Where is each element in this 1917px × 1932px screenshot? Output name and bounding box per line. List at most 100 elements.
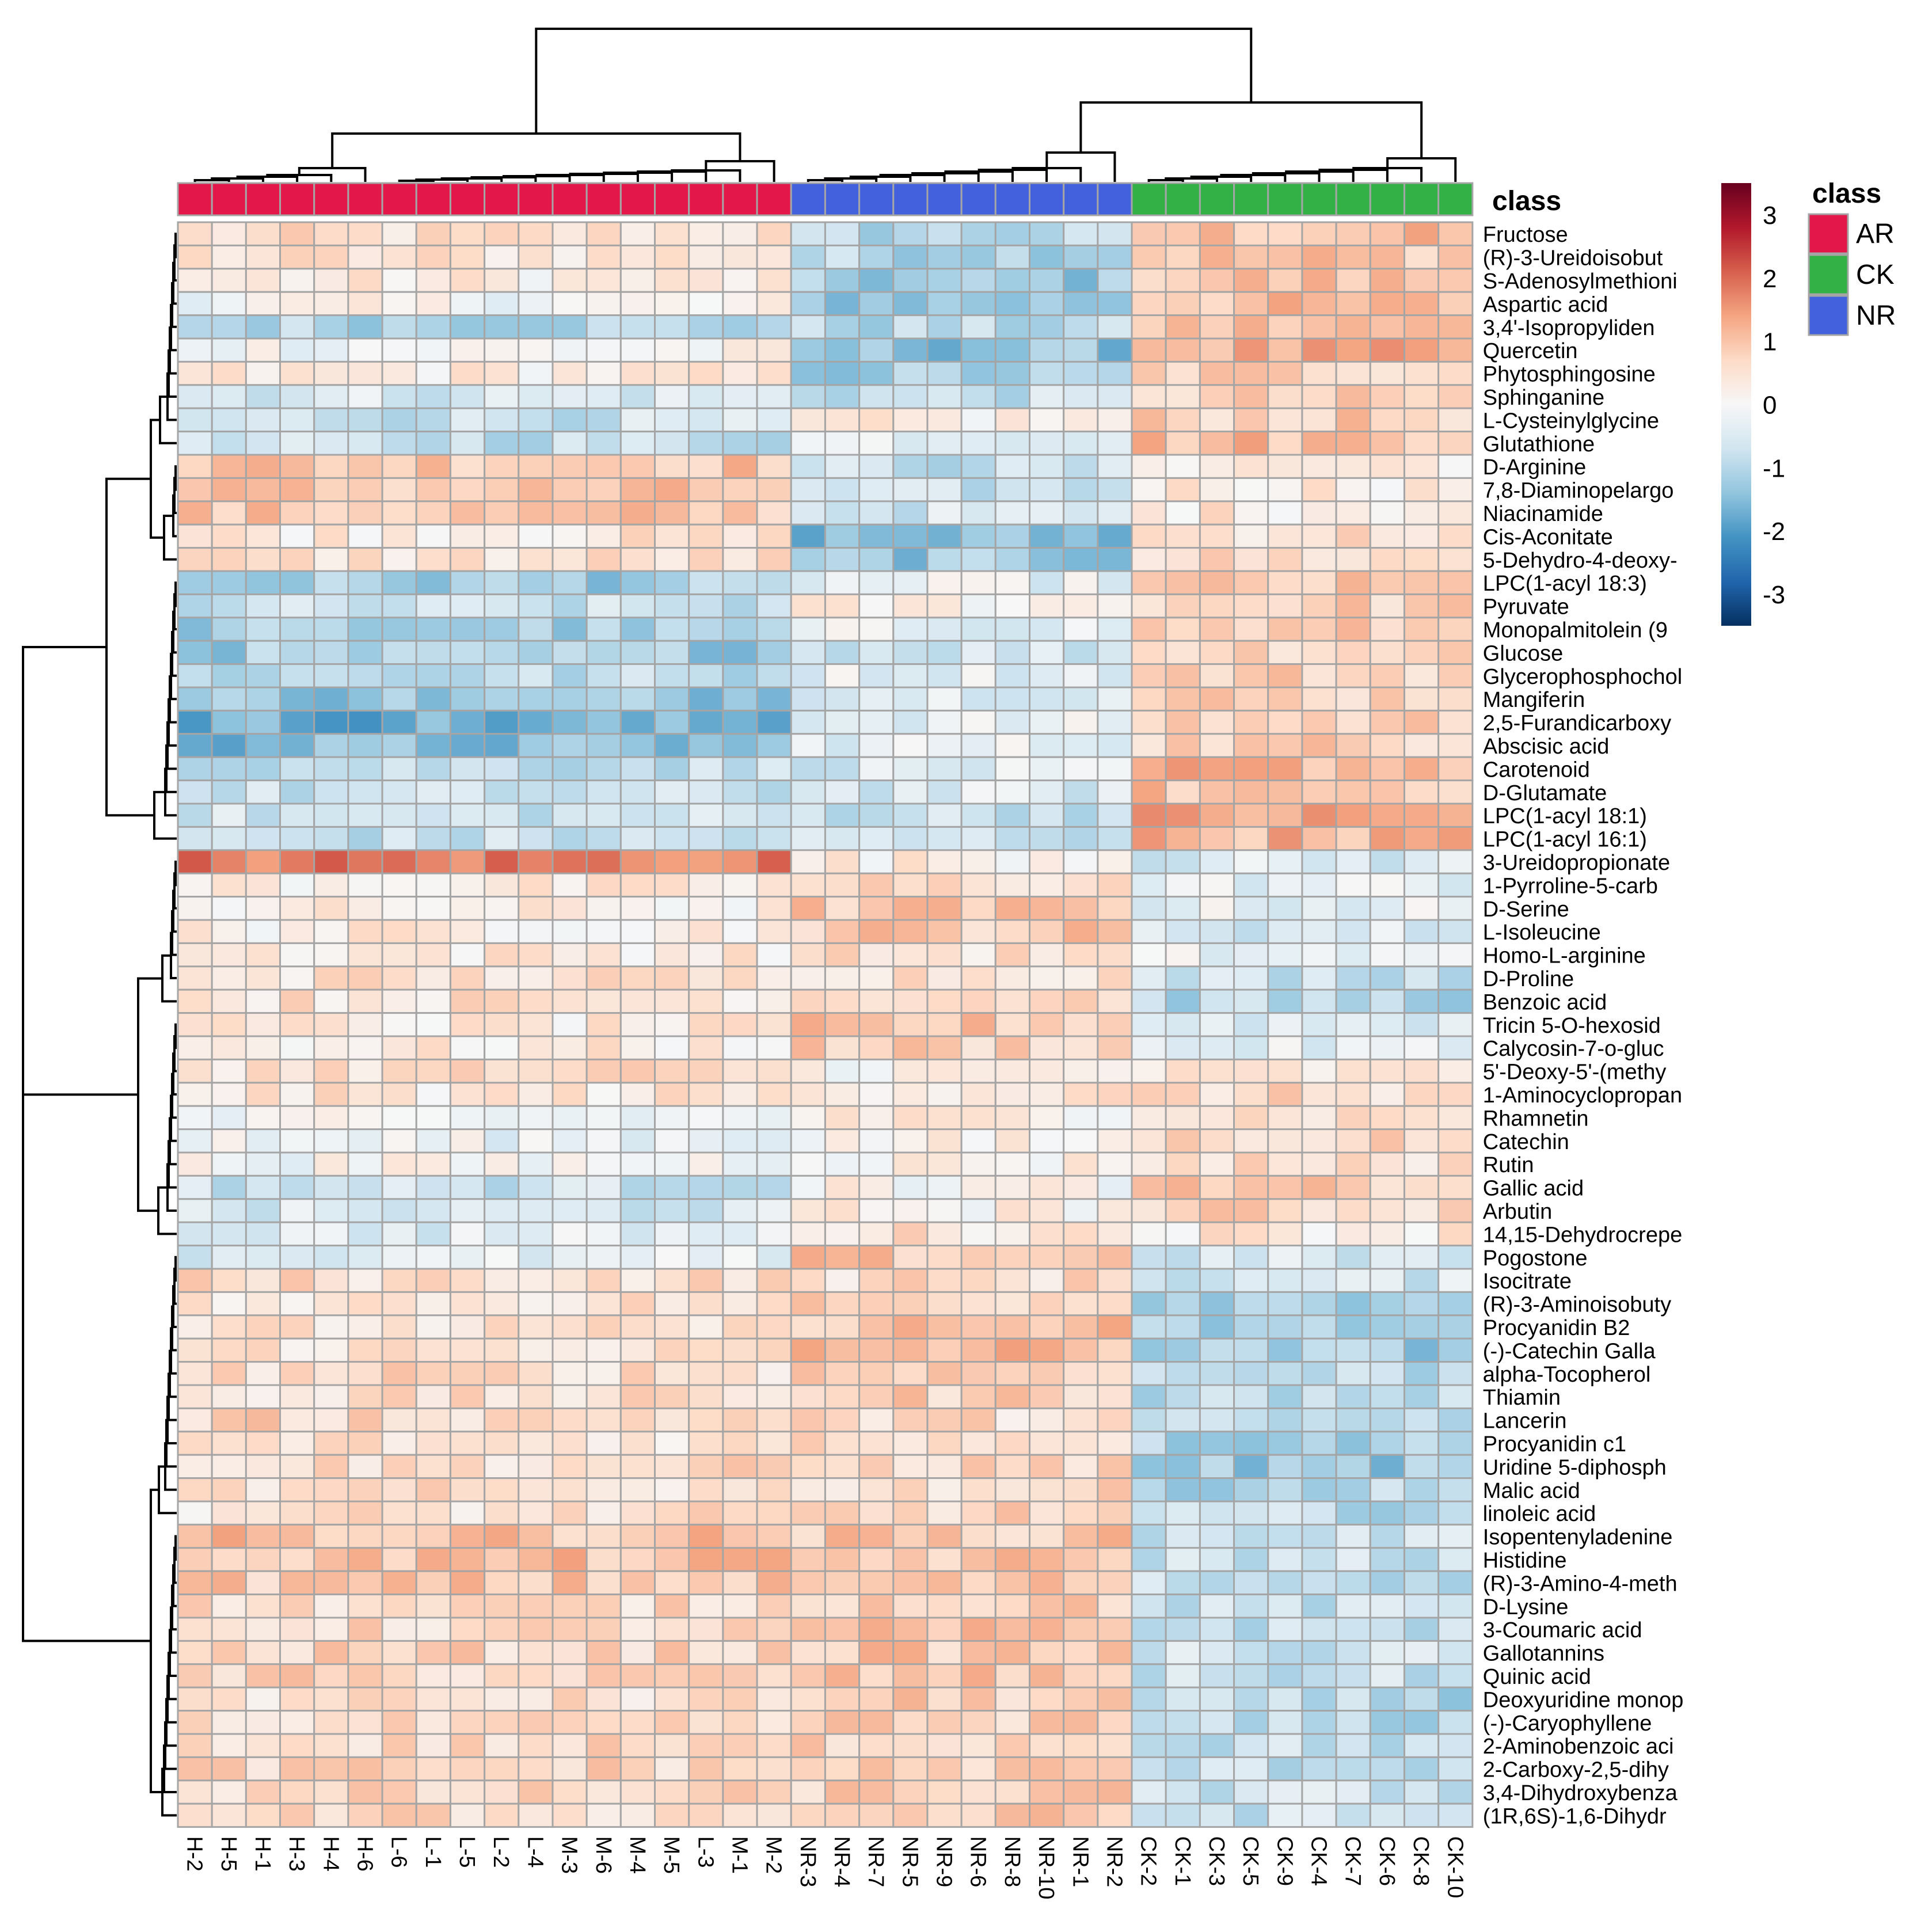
- heatmap-cell: [518, 1105, 554, 1131]
- heatmap-cell: [1199, 1617, 1235, 1642]
- heatmap-cell: [1063, 1710, 1099, 1735]
- heatmap-cell: [551, 384, 588, 409]
- heatmap-cell: [279, 1756, 315, 1782]
- heatmap-cell: [756, 1477, 792, 1503]
- heatmap-cell: [858, 1268, 895, 1293]
- heatmap-cell: [1369, 1058, 1405, 1084]
- colorbar-tick-label: 0: [1763, 391, 1777, 420]
- heatmap-cell: [415, 1710, 451, 1735]
- heatmap-cell: [1233, 803, 1269, 828]
- heatmap-cell: [1267, 872, 1303, 898]
- heatmap-cell: [1267, 314, 1303, 340]
- heatmap-cell: [1029, 477, 1065, 503]
- heatmap-cell: [484, 1268, 520, 1293]
- heatmap-cell: [994, 779, 1030, 805]
- heatmap-cell: [1437, 988, 1474, 1014]
- heatmap-cell: [824, 919, 861, 944]
- heatmap-cell: [654, 849, 690, 874]
- heatmap-cell: [1369, 431, 1405, 456]
- heatmap-cell: [1165, 454, 1201, 479]
- row-label: Rhamnetin: [1483, 1106, 1589, 1131]
- heatmap-cell: [279, 779, 315, 805]
- heatmap-cell: [518, 1477, 554, 1503]
- heatmap-cell: [1063, 872, 1099, 898]
- row-label: Glucose: [1483, 641, 1563, 665]
- heatmap-cell: [585, 1268, 622, 1293]
- heatmap-cell: [1267, 686, 1303, 712]
- heatmap-cell: [381, 1477, 417, 1503]
- heatmap-cell: [381, 1221, 417, 1247]
- heatmap-cell: [313, 803, 349, 828]
- heatmap-cell: [1403, 221, 1440, 246]
- heatmap-cell: [1335, 1174, 1371, 1200]
- heatmap-cell: [1199, 1337, 1235, 1363]
- heatmap-cell: [654, 640, 690, 665]
- heatmap-cell: [1097, 291, 1133, 317]
- heatmap-cell: [1165, 523, 1201, 549]
- heatmap-cell: [824, 221, 861, 246]
- heatmap-cell: [1063, 477, 1099, 503]
- heatmap-cell: [211, 1593, 247, 1619]
- heatmap-cell: [347, 244, 383, 270]
- heatmap-cell: [1335, 1663, 1371, 1688]
- heatmap-cell: [1403, 1640, 1440, 1665]
- heatmap-cell: [313, 1314, 349, 1340]
- heatmap-cell: [619, 942, 656, 968]
- heatmap-cell: [245, 872, 282, 898]
- heatmap-cell: [1063, 709, 1099, 735]
- heatmap-cell: [1233, 1082, 1269, 1107]
- heatmap-cell: [1437, 1733, 1474, 1758]
- heatmap-cell: [722, 500, 758, 526]
- heatmap-cell: [245, 779, 282, 805]
- heatmap-cell: [211, 1314, 247, 1340]
- heatmap-cell: [1369, 1337, 1405, 1363]
- heatmap-cell: [585, 1640, 622, 1665]
- heatmap-cell: [313, 500, 349, 526]
- heatmap-cell: [381, 221, 417, 246]
- heatmap-cell: [415, 1082, 451, 1107]
- heatmap-cell: [756, 454, 792, 479]
- heatmap-cell: [892, 1035, 929, 1060]
- heatmap-cell: [347, 1151, 383, 1177]
- heatmap-cell: [994, 1523, 1030, 1549]
- heatmap-cell: [1199, 1756, 1235, 1782]
- heatmap-cell: [1403, 593, 1440, 619]
- heatmap-cell: [892, 500, 929, 526]
- heatmap-cell: [858, 477, 895, 503]
- heatmap-cell: [892, 477, 929, 503]
- heatmap-cell: [245, 1384, 282, 1409]
- heatmap-cell: [1233, 1500, 1269, 1526]
- heatmap-cell: [347, 942, 383, 968]
- heatmap-cell: [858, 1384, 895, 1409]
- heatmap-cell: [619, 872, 656, 898]
- heatmap-cell: [926, 1407, 963, 1433]
- heatmap-cell: [245, 291, 282, 317]
- heatmap-cell: [1063, 1570, 1099, 1596]
- heatmap-cell: [551, 640, 588, 665]
- heatmap-cell: [926, 1314, 963, 1340]
- heatmap-cell: [245, 1198, 282, 1223]
- row-label: LPC(1-acyl 18:3): [1483, 572, 1647, 596]
- heatmap-cell: [722, 1710, 758, 1735]
- heatmap-cell: [1097, 1012, 1133, 1037]
- heatmap-cell: [1131, 1012, 1167, 1037]
- heatmap-cell: [245, 547, 282, 572]
- heatmap-cell: [994, 1314, 1030, 1340]
- heatmap-cell: [211, 919, 247, 944]
- heatmap-cell: [1233, 1012, 1269, 1037]
- heatmap-cell: [1199, 407, 1235, 433]
- heatmap-cell: [1029, 454, 1065, 479]
- heatmap-cell: [1165, 1477, 1201, 1503]
- heatmap-cell: [381, 1291, 417, 1317]
- heatmap-cell: [756, 593, 792, 619]
- heatmap-cell: [1335, 849, 1371, 874]
- heatmap-cell: [722, 663, 758, 689]
- heatmap-cell: [926, 663, 963, 689]
- heatmap-cell: [585, 1058, 622, 1084]
- heatmap-cell: [1335, 268, 1371, 293]
- heatmap-cell: [245, 965, 282, 991]
- heatmap-cell: [449, 1779, 486, 1805]
- heatmap-cell: [994, 1710, 1030, 1735]
- heatmap-cell: [688, 1570, 724, 1596]
- heatmap-cell: [654, 1686, 690, 1712]
